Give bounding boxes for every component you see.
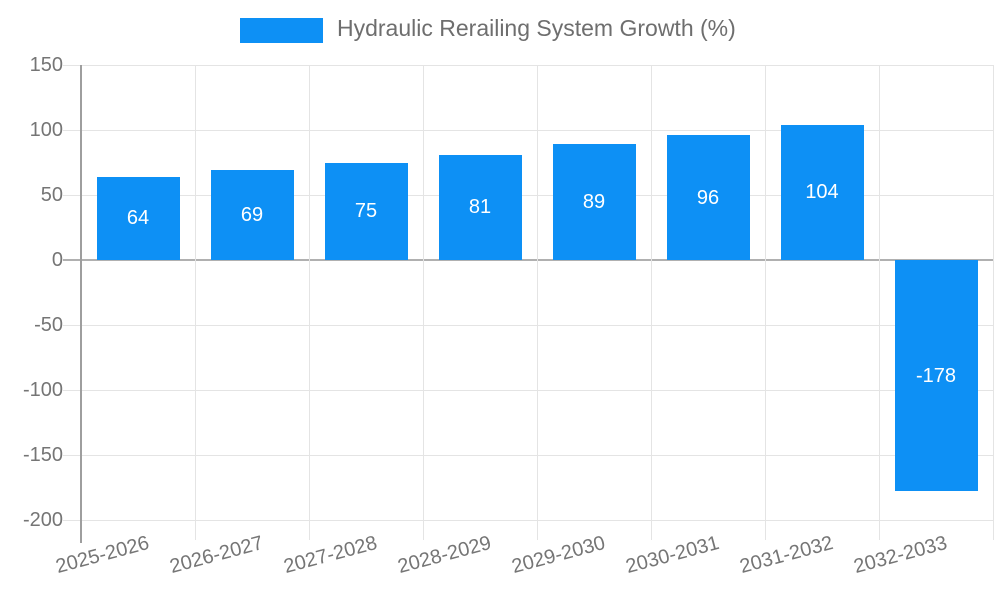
x-tick-label: 2031-2032 xyxy=(737,531,836,578)
x-tick-label: 2025-2026 xyxy=(53,531,152,578)
y-tick-label: 100 xyxy=(29,119,63,141)
bar-value-label: 75 xyxy=(354,200,378,223)
gridline-x xyxy=(651,65,652,540)
bar-value-label: 69 xyxy=(240,204,264,227)
legend-swatch xyxy=(240,18,323,43)
bar-value-label: 64 xyxy=(126,207,150,230)
x-tick-label: 2032-2033 xyxy=(851,531,950,578)
x-tick-label: 2029-2030 xyxy=(509,531,608,578)
gridline-x xyxy=(993,65,994,540)
gridline-x xyxy=(879,65,880,540)
y-tick-label: -50 xyxy=(34,314,63,336)
bar-value-label: 81 xyxy=(468,196,492,219)
bar-2028-2029[interactable] xyxy=(438,154,522,260)
bar-value-label: -178 xyxy=(915,364,957,387)
legend-label: Hydraulic Rerailing System Growth (%) xyxy=(337,15,736,41)
bar-2026-2027[interactable] xyxy=(210,170,294,260)
bar-2030-2031[interactable] xyxy=(666,135,750,260)
bar-2025-2026[interactable] xyxy=(96,176,180,260)
gridline-y xyxy=(63,455,993,456)
gridline-x xyxy=(195,65,196,540)
bar-value-label: 96 xyxy=(696,186,720,209)
x-tick-label: 2030-2031 xyxy=(623,531,722,578)
bar-2031-2032[interactable] xyxy=(780,124,864,260)
bar-value-label: 104 xyxy=(805,181,839,204)
y-tick-label: 50 xyxy=(40,184,63,206)
zero-line xyxy=(63,259,993,261)
gridline-y xyxy=(63,65,993,66)
gridline-y xyxy=(63,130,993,131)
bar-value-label: 89 xyxy=(582,191,606,214)
bar-2029-2030[interactable] xyxy=(552,144,636,260)
bar-2027-2028[interactable] xyxy=(324,162,408,260)
gridline-x xyxy=(309,65,310,540)
gridline-x xyxy=(765,65,766,540)
gridline-y xyxy=(63,195,993,196)
y-tick-label: 150 xyxy=(29,54,63,76)
y-axis-line xyxy=(80,65,82,543)
x-tick-label: 2027-2028 xyxy=(281,531,380,578)
bar-2032-2033[interactable] xyxy=(894,260,978,492)
y-tick-label: -100 xyxy=(22,379,63,401)
gridline-y xyxy=(63,325,993,326)
gridline-x xyxy=(537,65,538,540)
gridline-y xyxy=(63,520,993,521)
y-tick-label: -200 xyxy=(22,509,63,531)
y-tick-label: 0 xyxy=(51,249,63,271)
y-tick-label: -150 xyxy=(22,444,63,466)
gridline-x xyxy=(423,65,424,540)
gridline-y xyxy=(63,390,993,391)
x-tick-label: 2026-2027 xyxy=(167,531,266,578)
x-tick-label: 2028-2029 xyxy=(395,531,494,578)
